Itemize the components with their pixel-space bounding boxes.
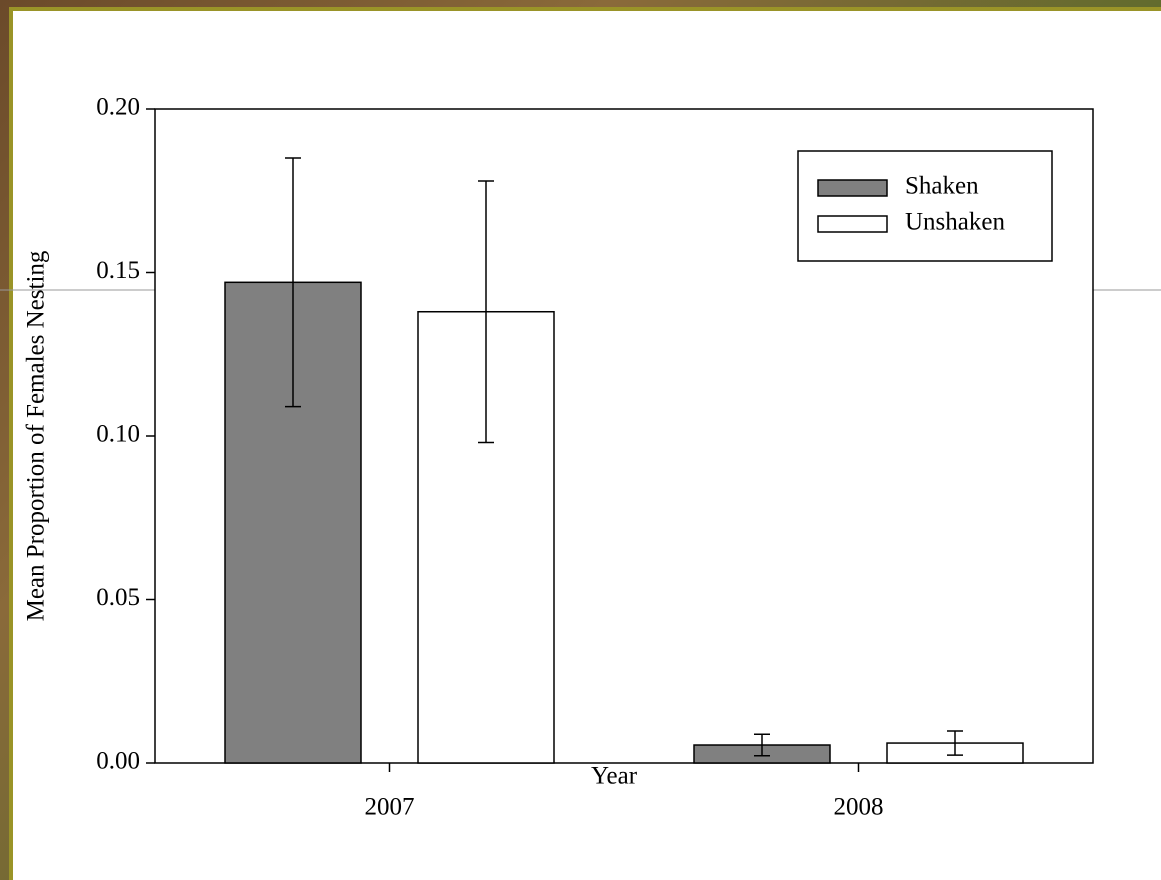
y-tick-label: 0.05 xyxy=(96,584,140,611)
legend-swatch xyxy=(818,216,887,232)
x-axis-label: Year xyxy=(591,763,638,790)
y-tick-label: 0.15 xyxy=(96,257,140,284)
y-axis-label: Mean Proportion of Females Nesting xyxy=(23,250,50,621)
legend-swatch xyxy=(818,180,887,196)
legend-label: Shaken xyxy=(905,173,979,200)
x-tick-label: 2007 xyxy=(365,794,415,821)
x-tick-label: 2008 xyxy=(834,794,884,821)
legend-box xyxy=(798,151,1052,261)
y-tick-label: 0.00 xyxy=(96,748,140,775)
y-tick-label: 0.20 xyxy=(96,94,140,121)
legend-label: Unshaken xyxy=(905,209,1005,236)
chart: Year Mean Proportion of Females Nesting … xyxy=(0,0,1161,880)
y-tick-label: 0.10 xyxy=(96,421,140,448)
